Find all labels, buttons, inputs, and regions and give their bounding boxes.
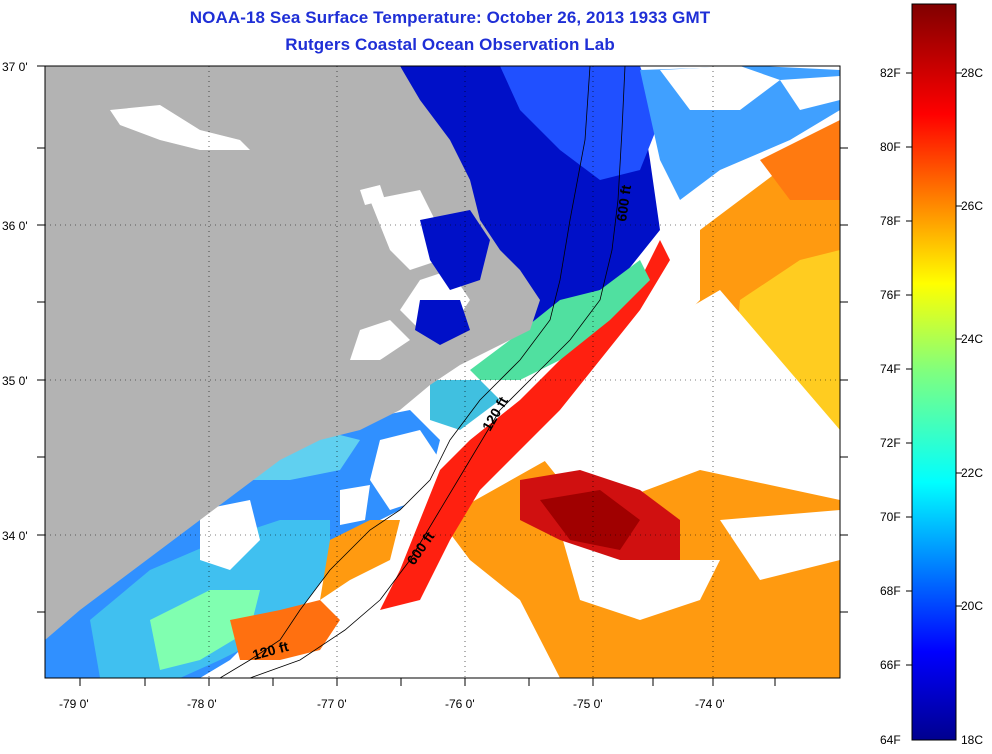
cb-f-68: 68F xyxy=(880,584,901,598)
bottom-ticks xyxy=(79,678,776,686)
contour-120-north xyxy=(219,66,591,678)
cb-c-24: 24C xyxy=(961,332,983,346)
gulf-stream xyxy=(380,240,670,610)
colorbar xyxy=(911,3,957,741)
lon-label-75: -75 0' xyxy=(573,697,603,711)
lon-label-77: -77 0' xyxy=(317,697,347,711)
map-area: 600 ft 120 ft 600 ft 120 ft xyxy=(45,66,840,678)
lon-label-74: -74 0' xyxy=(695,697,725,711)
cb-c-20: 20C xyxy=(961,599,983,613)
cb-f-76: 76F xyxy=(880,288,901,302)
grid-lines xyxy=(45,66,840,678)
cb-f-70: 70F xyxy=(880,510,901,524)
cb-f-80: 80F xyxy=(880,140,901,154)
cb-f-82: 82F xyxy=(880,66,901,80)
cb-c-22: 22C xyxy=(961,466,983,480)
cb-c-28: 28C xyxy=(961,66,983,80)
colorbar-ticks xyxy=(906,72,962,666)
contour-label-600-north: 600 ft xyxy=(613,184,634,223)
cb-f-66: 66F xyxy=(880,658,901,672)
bathymetry-contours xyxy=(219,66,626,678)
left-ticks xyxy=(37,65,848,613)
lon-label-76: -76 0' xyxy=(445,697,475,711)
cb-f-64: 64F xyxy=(880,733,901,747)
cb-f-72: 72F xyxy=(880,436,901,450)
lon-label-79: -79 0' xyxy=(59,697,89,711)
map-title: NOAA-18 Sea Surface Temperature: October… xyxy=(189,8,711,27)
cloud-cover xyxy=(520,290,840,500)
lat-label-34: 34 0' xyxy=(2,529,28,543)
lat-label-35: 35 0' xyxy=(2,374,28,388)
cb-f-78: 78F xyxy=(880,214,901,228)
contour-600-north xyxy=(249,66,626,678)
lat-label-37: 37 0' xyxy=(2,60,28,74)
lon-label-78: -78 0' xyxy=(187,697,217,711)
cb-c-18: 18C xyxy=(961,733,983,747)
lat-label-36: 36 0' xyxy=(2,219,28,233)
cb-c-26: 26C xyxy=(961,199,983,213)
cb-f-74: 74F xyxy=(880,362,901,376)
map-subtitle: Rutgers Coastal Ocean Observation Lab xyxy=(285,35,615,54)
